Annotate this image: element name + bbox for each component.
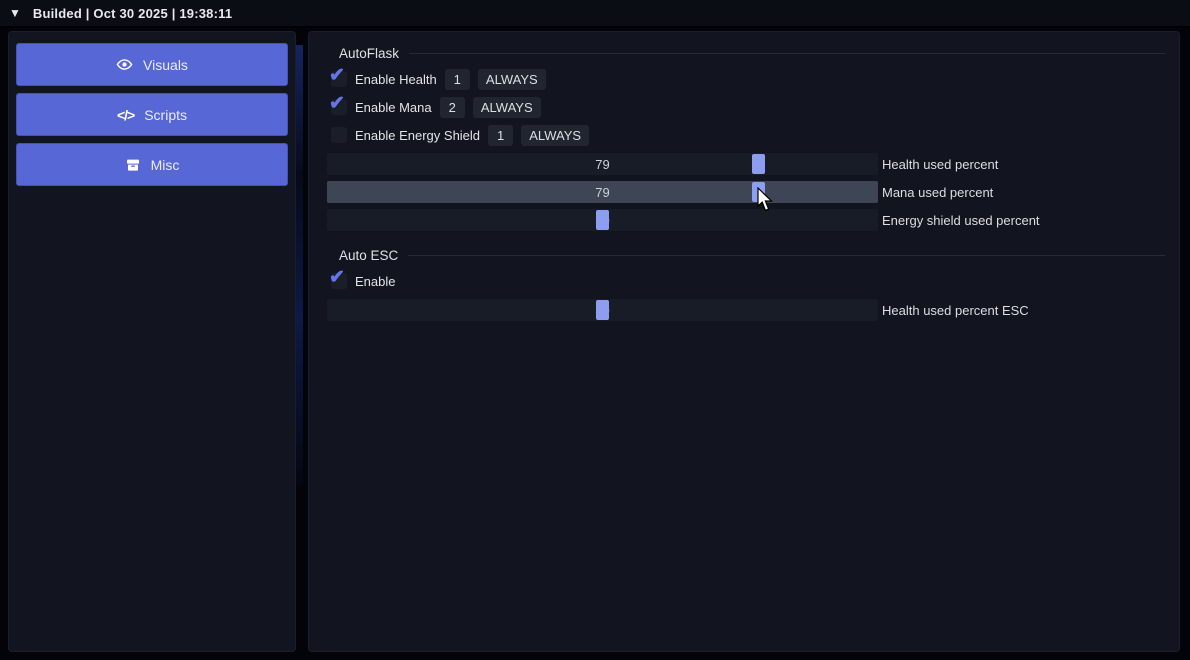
slider-label: Health used percent	[882, 156, 999, 172]
separator	[409, 52, 1165, 54]
slider-label: Health used percent ESC	[882, 302, 1029, 318]
checkbox-label: Enable Energy Shield	[355, 127, 481, 143]
energy-shield-mode-button[interactable]: ALWAYS	[521, 124, 590, 146]
slider-value: 79	[595, 184, 610, 200]
checkbox-label: Enable	[355, 273, 396, 289]
section-header-autoflask: AutoFlask	[339, 44, 1165, 62]
checkbox-row-enable-health: ✔ Enable Health 1 ALWAYS	[329, 65, 1179, 90]
separator	[408, 254, 1165, 256]
slider-row-health-used-percent-esc: 50 Health used percent ESC	[327, 299, 1179, 321]
health-flask-slot-value[interactable]: 1	[444, 68, 470, 90]
slider-handle[interactable]	[752, 182, 765, 202]
eye-icon	[116, 56, 133, 73]
health-mode-button[interactable]: ALWAYS	[477, 68, 546, 90]
slider-value: 79	[595, 156, 610, 172]
titlebar: ▼ Builded | Oct 30 2025 | 19:38:11	[0, 0, 1190, 28]
checkbox-row-enable-mana: ✔ Enable Mana 2 ALWAYS	[329, 93, 1179, 118]
mana-used-percent-slider[interactable]: 79	[327, 181, 878, 203]
slider-row-energy-shield-used-percent: 50 Energy shield used percent	[327, 209, 1179, 231]
slider-label: Mana used percent	[882, 184, 994, 200]
section-header-auto-esc: Auto ESC	[339, 246, 1165, 264]
checkmark-icon: ✔	[329, 267, 345, 288]
enable-health-checkbox[interactable]: ✔	[329, 65, 347, 87]
mana-mode-button[interactable]: ALWAYS	[472, 96, 541, 118]
slider-handle[interactable]	[596, 300, 609, 320]
checkbox-row-enable-esc: ✔ Enable	[329, 267, 1179, 292]
section-title: AutoFlask	[339, 45, 400, 61]
enable-mana-checkbox[interactable]: ✔	[329, 93, 347, 115]
sidebar-item-label: Misc	[150, 156, 180, 173]
checkmark-icon: ✔	[329, 65, 345, 86]
box-icon	[125, 157, 141, 173]
background-glow	[296, 45, 303, 485]
sidebar-item-visuals[interactable]: Visuals	[16, 43, 288, 86]
checkmark-icon: ✔	[329, 93, 345, 114]
energy-shield-used-percent-slider[interactable]: 50	[327, 209, 878, 231]
mana-flask-slot-value[interactable]: 2	[439, 96, 465, 118]
main-panel: AutoFlask ✔ Enable Health 1 ALWAYS ✔ Ena…	[308, 31, 1180, 652]
sidebar-item-misc[interactable]: Misc	[16, 143, 288, 186]
slider-row-health-used-percent: 79 Health used percent	[327, 153, 1179, 175]
window-title: Builded | Oct 30 2025 | 19:38:11	[32, 5, 233, 21]
section-title: Auto ESC	[339, 247, 399, 263]
collapse-triangle-icon[interactable]: ▼	[9, 6, 21, 20]
energy-shield-flask-slot-value[interactable]: 1	[488, 124, 514, 146]
slider-label: Energy shield used percent	[882, 212, 1040, 228]
slider-row-mana-used-percent: 79 Mana used percent	[327, 181, 1179, 203]
enable-energy-shield-checkbox[interactable]: ✔	[331, 127, 347, 143]
checkbox-label: Enable Mana	[355, 99, 432, 115]
sidebar-item-label: Scripts	[144, 106, 188, 123]
slider-handle[interactable]	[752, 154, 765, 174]
sidebar-panel: Visuals </> Scripts Misc	[8, 31, 296, 652]
health-used-percent-esc-slider[interactable]: 50	[327, 299, 878, 321]
checkbox-label: Enable Health	[355, 71, 437, 87]
code-icon: </>	[116, 106, 135, 123]
enable-esc-checkbox[interactable]: ✔	[329, 267, 347, 289]
sidebar-item-scripts[interactable]: </> Scripts	[16, 93, 288, 136]
slider-handle[interactable]	[596, 210, 609, 230]
checkbox-row-enable-energy-shield: ✔ Enable Energy Shield 1 ALWAYS	[331, 124, 1179, 146]
health-used-percent-slider[interactable]: 79	[327, 153, 878, 175]
sidebar-item-label: Visuals	[143, 56, 188, 73]
